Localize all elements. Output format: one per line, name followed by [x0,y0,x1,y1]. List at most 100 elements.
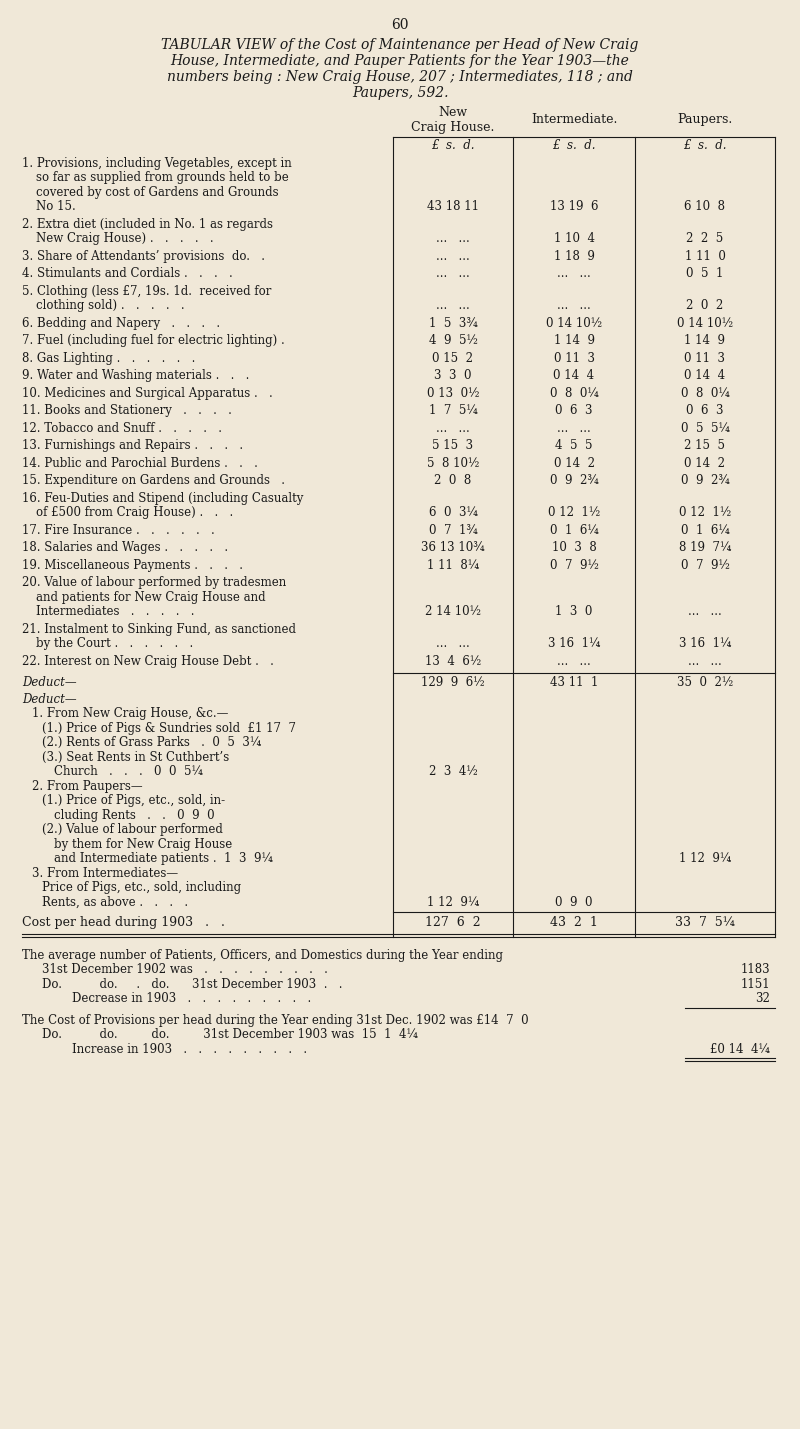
Text: 10  3  8: 10 3 8 [552,542,596,554]
Text: Intermediate.: Intermediate. [531,113,617,126]
Text: so far as supplied from grounds held to be: so far as supplied from grounds held to … [36,171,289,184]
Text: ...   ...: ... ... [557,654,591,667]
Text: 0 14  4: 0 14 4 [685,369,726,382]
Text: numbers being : New Craig House, 207 ; Intermediates, 118 ; and: numbers being : New Craig House, 207 ; I… [167,70,633,84]
Text: 0 14 10½: 0 14 10½ [677,316,733,330]
Text: 1 14  9: 1 14 9 [685,334,726,347]
Text: 0 13  0½: 0 13 0½ [426,386,479,400]
Text: 1  7  5¼: 1 7 5¼ [429,404,478,417]
Text: 0  9  0: 0 9 0 [555,896,593,909]
Text: £0 14  4¼: £0 14 4¼ [710,1043,770,1056]
Text: 3. Share of Attendants’ provisions  do.   .: 3. Share of Attendants’ provisions do. . [22,250,265,263]
Text: 0  7  9½: 0 7 9½ [681,559,730,572]
Text: 2  2  5: 2 2 5 [686,231,724,244]
Text: 13 19  6: 13 19 6 [550,200,598,213]
Text: No 15.: No 15. [36,200,76,213]
Text: Paupers.: Paupers. [678,113,733,126]
Text: £  s.  d.: £ s. d. [683,139,726,151]
Text: 8. Gas Lighting .   .   .   .   .   .: 8. Gas Lighting . . . . . . [22,352,195,364]
Text: Intermediates   .   .   .   .   .: Intermediates . . . . . [36,604,194,617]
Text: 0  1  6¼: 0 1 6¼ [681,523,730,536]
Text: 43 11  1: 43 11 1 [550,676,598,689]
Text: Rents, as above .   .   .   .: Rents, as above . . . . [42,896,188,909]
Text: 5 15  3: 5 15 3 [433,439,474,452]
Text: 8 19  7¼: 8 19 7¼ [679,542,731,554]
Text: 35  0  2½: 35 0 2½ [677,676,733,689]
Text: 7. Fuel (including fuel for electric lighting) .: 7. Fuel (including fuel for electric lig… [22,334,285,347]
Text: 20. Value of labour performed by tradesmen: 20. Value of labour performed by tradesm… [22,576,286,589]
Text: 4. Stimulants and Cordials .   .   .   .: 4. Stimulants and Cordials . . . . [22,267,233,280]
Text: ...   ...: ... ... [688,604,722,617]
Text: House, Intermediate, and Pauper Patients for the Year 1903—the: House, Intermediate, and Pauper Patients… [170,54,630,69]
Text: Do.          do.     .   do.      31st December 1903  .   .: Do. do. . do. 31st December 1903 . . [42,977,342,990]
Text: 3 16  1¼: 3 16 1¼ [679,637,731,650]
Text: 9. Water and Washing materials .   .   .: 9. Water and Washing materials . . . [22,369,250,382]
Text: ...   ...: ... ... [436,422,470,434]
Text: 2  3  4½: 2 3 4½ [429,765,478,777]
Text: 5  8 10½: 5 8 10½ [427,456,479,470]
Text: 15. Expenditure on Gardens and Grounds   .: 15. Expenditure on Gardens and Grounds . [22,474,285,487]
Text: 0  9  2¾: 0 9 2¾ [550,474,598,487]
Text: of £500 from Craig House) .   .   .: of £500 from Craig House) . . . [36,506,234,519]
Text: (2.) Value of labour performed: (2.) Value of labour performed [42,823,223,836]
Text: 2 15  5: 2 15 5 [685,439,726,452]
Text: 0  8  0¼: 0 8 0¼ [681,386,730,400]
Text: 1  3  0: 1 3 0 [555,604,593,617]
Text: and patients for New Craig House and: and patients for New Craig House and [36,590,266,603]
Text: 129  9  6½: 129 9 6½ [421,676,485,689]
Text: 1 11  0: 1 11 0 [685,250,726,263]
Text: 32: 32 [755,992,770,1005]
Text: ...   ...: ... ... [436,250,470,263]
Text: 4  9  5½: 4 9 5½ [429,334,478,347]
Text: 1 12  9¼: 1 12 9¼ [679,852,731,865]
Text: 6 10  8: 6 10 8 [685,200,726,213]
Text: 1. Provisions, including Vegetables, except in: 1. Provisions, including Vegetables, exc… [22,157,292,170]
Text: 36 13 10¾: 36 13 10¾ [421,542,485,554]
Text: Decrease in 1903   .   .   .   .   .   .   .   .   .: Decrease in 1903 . . . . . . . . . [72,992,311,1005]
Text: 16. Feu-Duties and Stipend (including Casualty: 16. Feu-Duties and Stipend (including Ca… [22,492,303,504]
Text: 31st December 1902 was   .   .   .   .   .   .   .   .   .: 31st December 1902 was . . . . . . . . . [42,963,328,976]
Text: 2 14 10½: 2 14 10½ [425,604,481,617]
Text: ...   ...: ... ... [436,299,470,312]
Text: ...   ...: ... ... [557,422,591,434]
Text: 0 12  1½: 0 12 1½ [679,506,731,519]
Text: ...   ...: ... ... [557,267,591,280]
Text: 33  7  5¼: 33 7 5¼ [675,916,735,929]
Text: TABULAR VIEW of the Cost of Maintenance per Head of New Craig: TABULAR VIEW of the Cost of Maintenance … [162,39,638,51]
Text: 2  0  2: 2 0 2 [686,299,724,312]
Text: cluding Rents   .   .   0  9  0: cluding Rents . . 0 9 0 [54,809,214,822]
Text: 3  3  0: 3 3 0 [434,369,472,382]
Text: 22. Interest on New Craig House Debt .   .: 22. Interest on New Craig House Debt . . [22,654,274,667]
Text: (3.) Seat Rents in St Cuthbert’s: (3.) Seat Rents in St Cuthbert’s [42,750,230,763]
Text: 0  7  1¾: 0 7 1¾ [429,523,478,536]
Text: Deduct—: Deduct— [22,693,77,706]
Text: 14. Public and Parochial Burdens .   .   .: 14. Public and Parochial Burdens . . . [22,456,258,470]
Text: £  s.  d.: £ s. d. [552,139,596,151]
Text: 127  6  2: 127 6 2 [425,916,481,929]
Text: ...   ...: ... ... [436,637,470,650]
Text: 4  5  5: 4 5 5 [555,439,593,452]
Text: Paupers, 592.: Paupers, 592. [352,86,448,100]
Text: 6  0  3¼: 6 0 3¼ [429,506,478,519]
Text: by them for New Craig House: by them for New Craig House [54,837,232,850]
Text: 1183: 1183 [740,963,770,976]
Text: 0 11  3: 0 11 3 [554,352,594,364]
Text: 0 14  4: 0 14 4 [554,369,594,382]
Text: 0 14 10½: 0 14 10½ [546,316,602,330]
Text: Cost per head during 1903   .   .: Cost per head during 1903 . . [22,916,225,929]
Text: 5. Clothing (less £7, 19s. 1d.  received for: 5. Clothing (less £7, 19s. 1d. received … [22,284,271,297]
Text: 2  0  8: 2 0 8 [434,474,472,487]
Text: Price of Pigs, etc., sold, including: Price of Pigs, etc., sold, including [42,882,241,895]
Text: Craig House.: Craig House. [411,120,494,133]
Text: 43  2  1: 43 2 1 [550,916,598,929]
Text: £  s.  d.: £ s. d. [431,139,474,151]
Text: 1 14  9: 1 14 9 [554,334,594,347]
Text: ...   ...: ... ... [688,654,722,667]
Text: 1 12  9¼: 1 12 9¼ [427,896,479,909]
Text: 0 14  2: 0 14 2 [554,456,594,470]
Text: New Craig House) .   .   .   .   .: New Craig House) . . . . . [36,231,214,244]
Text: clothing sold) .   .   .   .   .: clothing sold) . . . . . [36,299,185,312]
Text: 0 14  2: 0 14 2 [685,456,726,470]
Text: 0  7  9½: 0 7 9½ [550,559,598,572]
Text: 0  8  0¼: 0 8 0¼ [550,386,598,400]
